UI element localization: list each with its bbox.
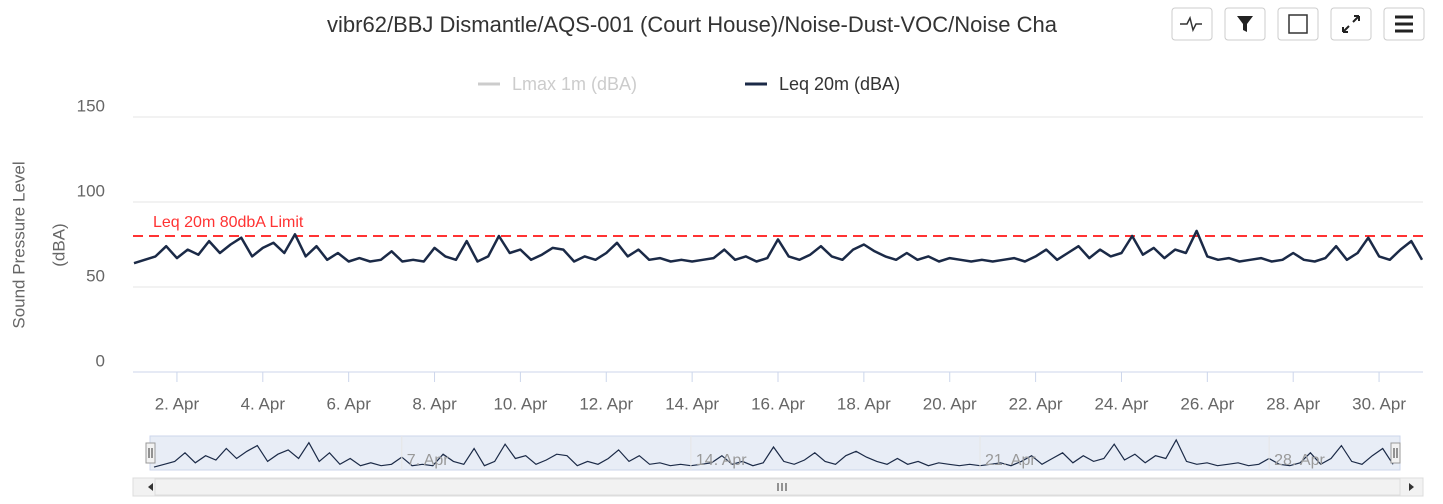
y-tick-label: 100: [77, 181, 105, 200]
scrollbar: [132, 477, 1424, 497]
navigator-tick-label: 21. Apr: [985, 452, 1036, 469]
x-tick-label: 18. Apr: [837, 394, 891, 413]
legend-label[interactable]: Lmax 1m (dBA): [512, 74, 637, 94]
icon: [1288, 14, 1308, 34]
button[interactable]: [1277, 7, 1319, 41]
y-axis-title: Sound Pressure Level: [9, 161, 28, 328]
scroll-right[interactable]: [1409, 483, 1414, 491]
y-tick-label: 150: [77, 96, 105, 115]
button[interactable]: [1330, 7, 1372, 41]
x-tick-label: 4. Apr: [241, 394, 286, 413]
limit-label: Leq 20m 80dbA Limit: [153, 214, 304, 231]
y-tick-label: 50: [86, 266, 105, 285]
icon: [1395, 15, 1413, 33]
navigator-tick-label: 28. Apr: [1274, 452, 1325, 469]
navigator-line: [153, 438, 1394, 468]
x-tick-label: 10. Apr: [493, 394, 547, 413]
x-tick-label: 6. Apr: [326, 394, 371, 413]
x-tick-label: 24. Apr: [1095, 394, 1149, 413]
x-tick-label: 28. Apr: [1266, 394, 1320, 413]
x-tick-label: 14. Apr: [665, 394, 719, 413]
x-tick-label: 2. Apr: [155, 394, 200, 413]
chart-title: vibr62/BBJ Dismantle/AQS-001 (Court Hous…: [327, 12, 1058, 37]
handle-grip: [148, 448, 153, 458]
x-tick-label: 22. Apr: [1009, 394, 1063, 413]
icon: [1342, 15, 1360, 33]
x-tick-label: 16. Apr: [751, 394, 805, 413]
legend-label[interactable]: Leq 20m (dBA): [779, 74, 900, 94]
x-tick-label: 20. Apr: [923, 394, 977, 413]
navigator-tick-label: 7. Apr: [407, 452, 449, 469]
x-tick-label: 26. Apr: [1180, 394, 1234, 413]
x-tick-label: 30. Apr: [1352, 394, 1406, 413]
y-axis-title: (dBA): [49, 223, 68, 266]
navigator-handle[interactable]: [1390, 442, 1401, 464]
series-line: [133, 229, 1423, 265]
y-tick-label: 0: [96, 351, 105, 370]
scrollbar-grip: [777, 483, 787, 491]
icon: [1237, 16, 1253, 32]
x-tick-label: 12. Apr: [579, 394, 633, 413]
toolbar: [1171, 7, 1425, 41]
scroll-left[interactable]: [148, 483, 153, 491]
icon: [1180, 15, 1202, 33]
handle-grip: [1393, 448, 1398, 458]
x-tick-label: 8. Apr: [412, 394, 457, 413]
navigator-tick-label: 14. Apr: [696, 452, 747, 469]
navigator-handle[interactable]: [145, 442, 156, 464]
